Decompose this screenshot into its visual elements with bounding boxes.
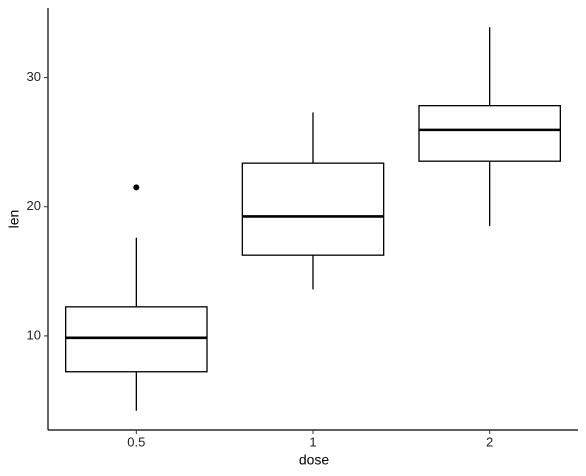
y-axis-title: len: [6, 210, 22, 229]
x-tick-label: 1: [309, 434, 316, 449]
x-tick-label: 2: [486, 434, 493, 449]
box: [418, 105, 561, 162]
x-tick-label: 0.5: [127, 434, 145, 449]
outlier: [133, 184, 140, 191]
x-axis-title: dose: [299, 452, 330, 468]
y-tick-label: 20: [27, 198, 41, 213]
box: [65, 306, 208, 373]
y-tick-label: 10: [27, 327, 41, 342]
box: [241, 162, 385, 256]
y-tick-label: 30: [27, 69, 41, 84]
